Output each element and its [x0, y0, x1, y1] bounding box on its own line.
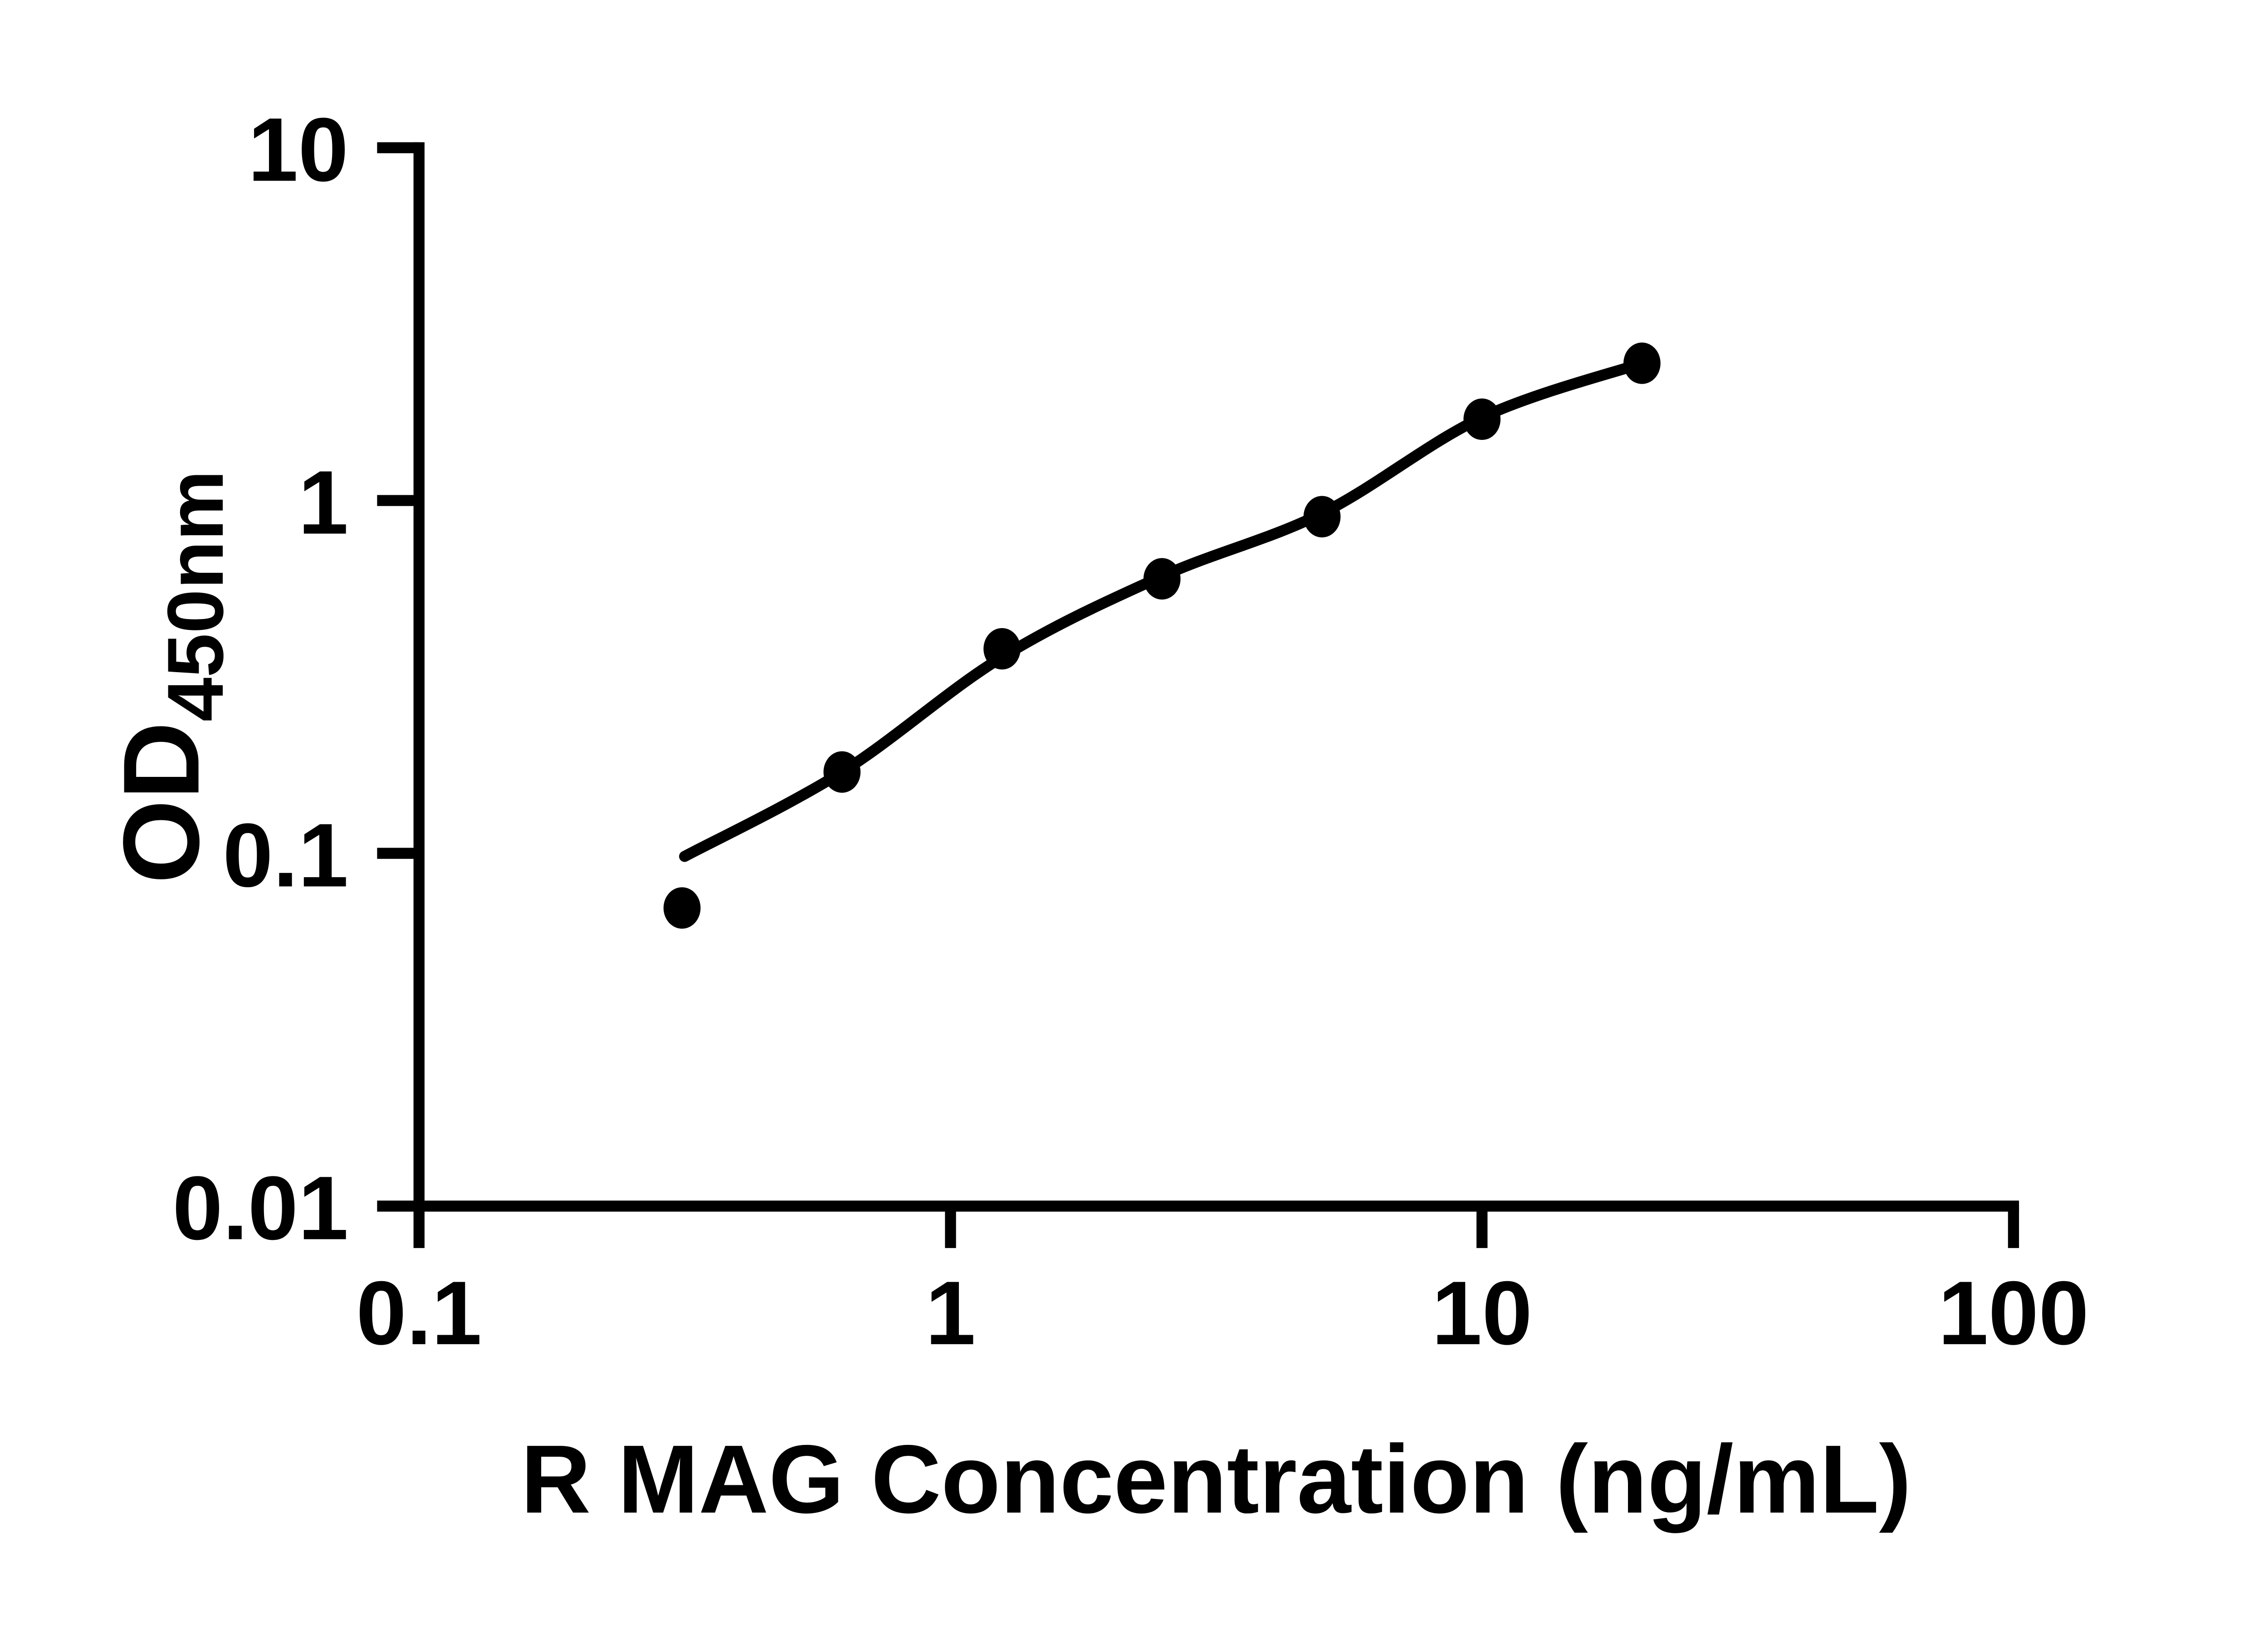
data-point — [1623, 342, 1661, 384]
y-tick-label: 0.1 — [223, 805, 348, 906]
y-tick-label: 0.01 — [172, 1158, 348, 1259]
y-axis-title-subscript: 450nm — [152, 470, 240, 722]
data-point — [823, 751, 861, 793]
x-tick-label: 10 — [1432, 1263, 1532, 1364]
data-point — [1143, 558, 1181, 600]
x-tick-label: 1 — [925, 1263, 976, 1364]
y-axis-title: OD450nm — [101, 470, 240, 884]
data-point — [663, 887, 701, 929]
y-tick-label: 10 — [248, 100, 348, 200]
x-tick-label: 100 — [1938, 1263, 2089, 1364]
axis-lines — [413, 142, 2019, 1212]
data-point — [1303, 496, 1341, 537]
y-axis-title-main: OD — [101, 722, 222, 883]
y-tick-label: 1 — [298, 453, 348, 553]
x-axis-title: R MAG Concentration (ng/mL) — [521, 1425, 1911, 1533]
axes — [413, 142, 2019, 1212]
elisa-standard-curve-figure: 0.1 1 10 100 10 1 0.1 0.01 R MAG Concentration … — [101, 99, 2089, 1534]
data-point — [983, 628, 1021, 670]
axis-ticks — [377, 142, 2019, 1248]
x-tick-label: 0.1 — [356, 1263, 482, 1364]
data-points-group — [663, 342, 1661, 929]
data-point — [1463, 398, 1501, 440]
